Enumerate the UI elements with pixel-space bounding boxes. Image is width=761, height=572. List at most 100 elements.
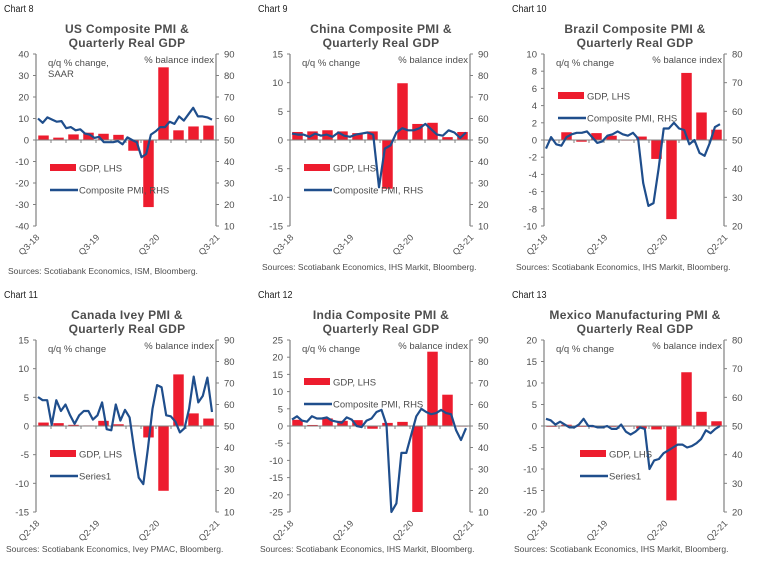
right-tick-label: 10 — [478, 508, 489, 519]
x-tick-label: Q2-20 — [645, 518, 670, 543]
chart-source: Sources: Scotiabank Economics, IHS Marki… — [262, 262, 477, 272]
x-tick-label: Q3-18 — [271, 232, 296, 257]
gdp-bar — [292, 131, 303, 140]
gdp-bar — [307, 424, 318, 426]
right-tick-label: 90 — [224, 336, 235, 347]
right-unit-label: % balance index — [652, 341, 722, 352]
right-tick-label: 70 — [732, 364, 743, 375]
legend-gdp-swatch — [558, 92, 584, 99]
left-tick-label: 5 — [532, 400, 537, 411]
right-tick-label: 30 — [732, 479, 743, 490]
left-tick-label: 5 — [278, 107, 283, 118]
left-tick-label: -10 — [15, 479, 29, 490]
gdp-bar — [711, 129, 722, 140]
left-tick-label: 25 — [272, 336, 283, 347]
gdp-bar — [158, 426, 169, 491]
chart-title-line2: Quarterly Real GDP — [322, 322, 440, 336]
pmi-line — [545, 417, 721, 471]
x-tick-label: Q2-20 — [137, 518, 162, 543]
chart-title: US Composite PMI & Quarterly Real GDP — [0, 22, 254, 50]
chart-number: Chart 12 — [258, 290, 293, 301]
left-tick-label: 0 — [278, 422, 283, 433]
left-tick-label: -15 — [269, 222, 283, 233]
x-tick-label: Q2-21 — [451, 518, 476, 543]
left-tick-label: -20 — [15, 179, 29, 190]
left-tick-label: 5 — [24, 393, 29, 404]
chart-source: Sources: Scotiabank Economics, Ivey PMAC… — [6, 544, 224, 554]
right-tick-label: 40 — [478, 157, 489, 168]
chart-title-line2: Quarterly Real GDP — [68, 36, 186, 50]
right-tick-label: 10 — [478, 222, 489, 233]
left-tick-label: 6 — [532, 84, 537, 95]
legend-gdp-label: GDP, LHS — [333, 164, 376, 175]
left-tick-label: -10 — [269, 456, 283, 467]
right-tick-label: 70 — [478, 93, 489, 104]
legend-pmi-label: Composite PMI, RHS — [333, 400, 423, 411]
left-tick-label: 20 — [272, 353, 283, 364]
chart-title-line1: Canada Ivey PMI & — [71, 308, 183, 322]
left-tick-label: 30 — [18, 71, 29, 82]
gdp-bar — [666, 140, 677, 220]
x-tick-label: Q2-20 — [645, 232, 670, 257]
left-tick-label: 0 — [24, 136, 29, 147]
left-tick-label: 0 — [278, 136, 283, 147]
left-tick-label: -10 — [523, 222, 537, 233]
chart-title-line1: China Composite PMI & — [310, 22, 452, 36]
left-tick-label: -15 — [269, 473, 283, 484]
gdp-bar — [143, 426, 154, 438]
x-tick-label: Q3-20 — [137, 232, 162, 257]
left-unit-label: q/q % change — [302, 344, 360, 355]
gdp-bar — [292, 419, 303, 426]
chart-svg: 403020100-10-20-30-40908070605040302010Q… — [15, 50, 234, 258]
right-tick-label: 80 — [224, 357, 235, 368]
x-tick-label: Q3-21 — [197, 232, 222, 257]
right-tick-label: 30 — [224, 465, 235, 476]
legend-gdp-label: GDP, LHS — [79, 450, 122, 461]
right-tick-label: 60 — [732, 107, 743, 118]
gdp-bar — [591, 133, 602, 140]
right-tick-label: 50 — [478, 422, 489, 433]
chart-title-line1: Mexico Manufacturing PMI & — [549, 308, 721, 322]
right-unit-label: % balance index — [398, 341, 468, 352]
gdp-bar — [188, 126, 199, 140]
gdp-bar — [188, 413, 199, 426]
x-tick-label: Q2-21 — [197, 518, 222, 543]
chart10-panel: Chart 10 Brazil Composite PMI & Quarterl… — [508, 0, 761, 286]
gdp-bar — [681, 372, 692, 426]
left-tick-label: -25 — [269, 508, 283, 519]
gdp-bar — [53, 137, 64, 140]
right-tick-label: 50 — [224, 422, 235, 433]
gdp-bar — [98, 133, 109, 140]
right-unit-label: % balance index — [144, 55, 214, 66]
left-tick-label: -5 — [275, 164, 283, 175]
x-tick-label: Q2-18 — [17, 518, 42, 543]
legend-pmi-label: Series1 — [79, 472, 111, 483]
left-tick-label: -20 — [523, 508, 537, 519]
x-tick-label: Q2-19 — [331, 518, 356, 543]
left-tick-label: 2 — [532, 118, 537, 129]
gdp-bar — [38, 135, 49, 140]
gdp-bar — [442, 394, 453, 426]
right-tick-label: 20 — [732, 508, 743, 519]
chart-number: Chart 10 — [512, 4, 547, 15]
left-tick-label: -8 — [529, 204, 537, 215]
legend-gdp-label: GDP, LHS — [609, 450, 652, 461]
gdp-bar — [143, 140, 154, 208]
chart-title-line2: Quarterly Real GDP — [68, 322, 186, 336]
right-tick-label: 20 — [732, 222, 743, 233]
gdp-bar — [696, 411, 707, 426]
left-tick-label: 10 — [272, 78, 283, 89]
gdp-bar — [322, 418, 333, 426]
left-tick-label: -5 — [529, 443, 537, 454]
left-tick-label: -40 — [15, 222, 29, 233]
right-tick-label: 10 — [224, 508, 235, 519]
chart-number: Chart 8 — [4, 4, 34, 15]
right-tick-label: 50 — [478, 136, 489, 147]
chart-title-line2: Quarterly Real GDP — [576, 36, 694, 50]
gdp-bar — [98, 420, 109, 426]
right-tick-label: 60 — [478, 400, 489, 411]
right-tick-label: 40 — [732, 450, 743, 461]
left-tick-label: 0 — [532, 136, 537, 147]
right-tick-label: 70 — [732, 78, 743, 89]
